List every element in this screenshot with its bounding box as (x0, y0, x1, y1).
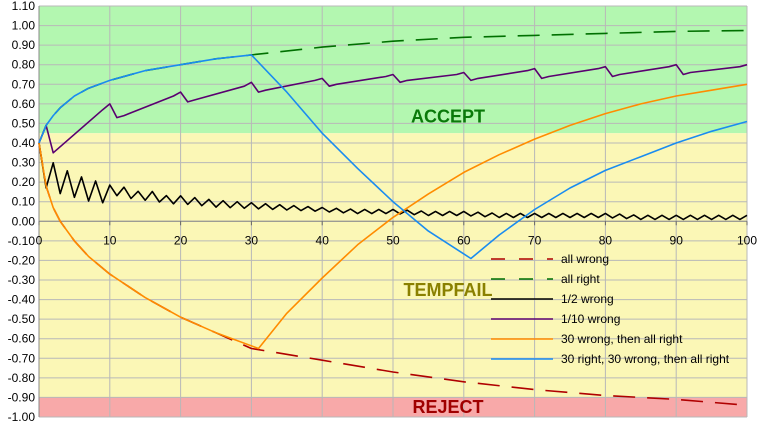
series-line-2 (38, 142, 748, 221)
x-tick-label: 90 (670, 233, 684, 247)
y-tick-label: -0.50 (8, 312, 36, 326)
series-line-5 (38, 54, 748, 260)
x-tick-label: 50 (386, 233, 400, 247)
y-tick-label: 0.90 (12, 38, 36, 52)
x-tick-label: 30 (245, 233, 259, 247)
y-tick-label: 0.10 (12, 195, 36, 209)
x-tick-label: 80 (599, 233, 613, 247)
y-tick-label: -0.70 (8, 351, 36, 365)
y-tick-label: 0.80 (12, 58, 36, 72)
y-tick-label: 0.50 (12, 116, 36, 130)
zone-labels: ACCEPT TEMPFAIL REJECT (404, 107, 493, 418)
y-tick-label: -0.30 (8, 273, 36, 287)
legend-label-1: all right (561, 272, 600, 286)
zone-label-reject: REJECT (412, 397, 483, 417)
legend-label-4: 30 wrong, then all right (561, 332, 683, 346)
legend-label-3: 1/10 wrong (561, 312, 620, 326)
y-tick-label: 0.00 (12, 214, 36, 228)
y-tick-label: -0.20 (8, 253, 36, 267)
x-tick-label: 40 (316, 233, 330, 247)
y-tick-label: -0.40 (8, 293, 36, 307)
y-tick-label: -0.80 (8, 371, 36, 385)
y-tick-label: -0.90 (8, 390, 36, 404)
legend: all wrong all right 1/2 wrong 1/10 wrong 30 … (491, 252, 730, 366)
zone-label-tempfail: TEMPFAIL (404, 280, 493, 300)
y-axis: 1.10 1.00 0.90 0.80 0.70 0.60 0.50 0.40 0.30 0.20… (8, 0, 36, 421)
x-tick-label: 20 (174, 233, 188, 247)
y-tick-label: -1.00 (8, 410, 36, 421)
grid (38, 5, 748, 418)
legend-label-2: 1/2 wrong (561, 292, 614, 306)
legend-label-0: all wrong (561, 252, 609, 266)
y-tick-label: 1.00 (12, 19, 36, 33)
x-tick-label: 100 (737, 233, 757, 247)
y-tick-label: -0.60 (8, 332, 36, 346)
legend-label-5: 30 right, 30 wrong, then all right (561, 352, 730, 366)
x-tick-label: 70 (528, 233, 542, 247)
y-tick-label: 0.40 (12, 136, 36, 150)
zone-label-accept: ACCEPT (411, 107, 485, 127)
y-tick-label: 0.70 (12, 77, 36, 91)
series-lines (38, 29, 748, 407)
series-line-4 (38, 83, 748, 350)
x-tick-label: 60 (457, 233, 471, 247)
y-tick-label: 0.30 (12, 156, 36, 170)
y-tick-label: 0.20 (12, 175, 36, 189)
y-tick-label: 1.10 (12, 0, 36, 13)
x-tick-label: 10 (103, 233, 117, 247)
y-tick-label: 0.60 (12, 97, 36, 111)
series-line-3 (38, 63, 748, 154)
y-tick-label: -0.10 (8, 234, 36, 248)
x-axis: 0 10 20 30 40 50 60 70 80 90 100 (36, 221, 757, 247)
x-tick-label: 0 (36, 233, 43, 247)
